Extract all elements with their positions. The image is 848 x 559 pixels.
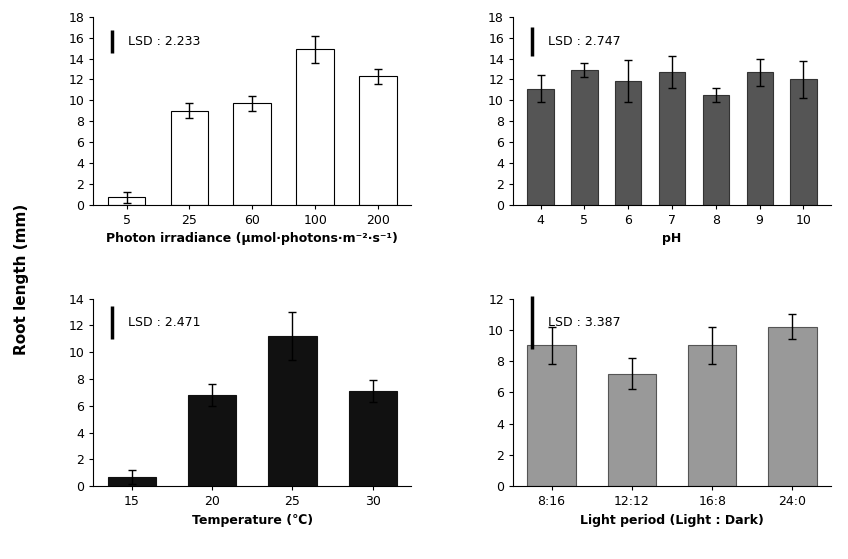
Bar [108,197,146,205]
Bar [608,373,656,486]
X-axis label: Light period (Light : Dark): Light period (Light : Dark) [580,514,764,527]
Bar [233,103,271,205]
Bar [188,395,237,486]
Bar [527,345,576,486]
Bar [349,391,397,486]
Text: LSD : 2.471: LSD : 2.471 [128,316,201,329]
Bar [296,49,334,205]
Bar [268,336,316,486]
Bar [688,345,736,486]
X-axis label: Temperature (℃): Temperature (℃) [192,514,313,527]
Bar [659,72,685,205]
X-axis label: pH: pH [662,232,682,245]
Bar [703,95,729,205]
Bar [527,89,554,205]
Text: Root length (mm): Root length (mm) [14,204,29,355]
Bar [108,477,156,486]
Bar [768,326,817,486]
Bar [615,81,641,205]
Bar [746,72,773,205]
Bar [170,111,209,205]
Bar [572,70,598,205]
Text: LSD : 2.233: LSD : 2.233 [128,35,201,48]
Text: LSD : 2.747: LSD : 2.747 [548,35,621,48]
Bar [359,76,397,205]
Bar [790,79,817,205]
X-axis label: Photon irradiance (μmol·photons·m⁻²·s⁻¹): Photon irradiance (μmol·photons·m⁻²·s⁻¹) [106,232,399,245]
Text: LSD : 3.387: LSD : 3.387 [548,316,621,329]
